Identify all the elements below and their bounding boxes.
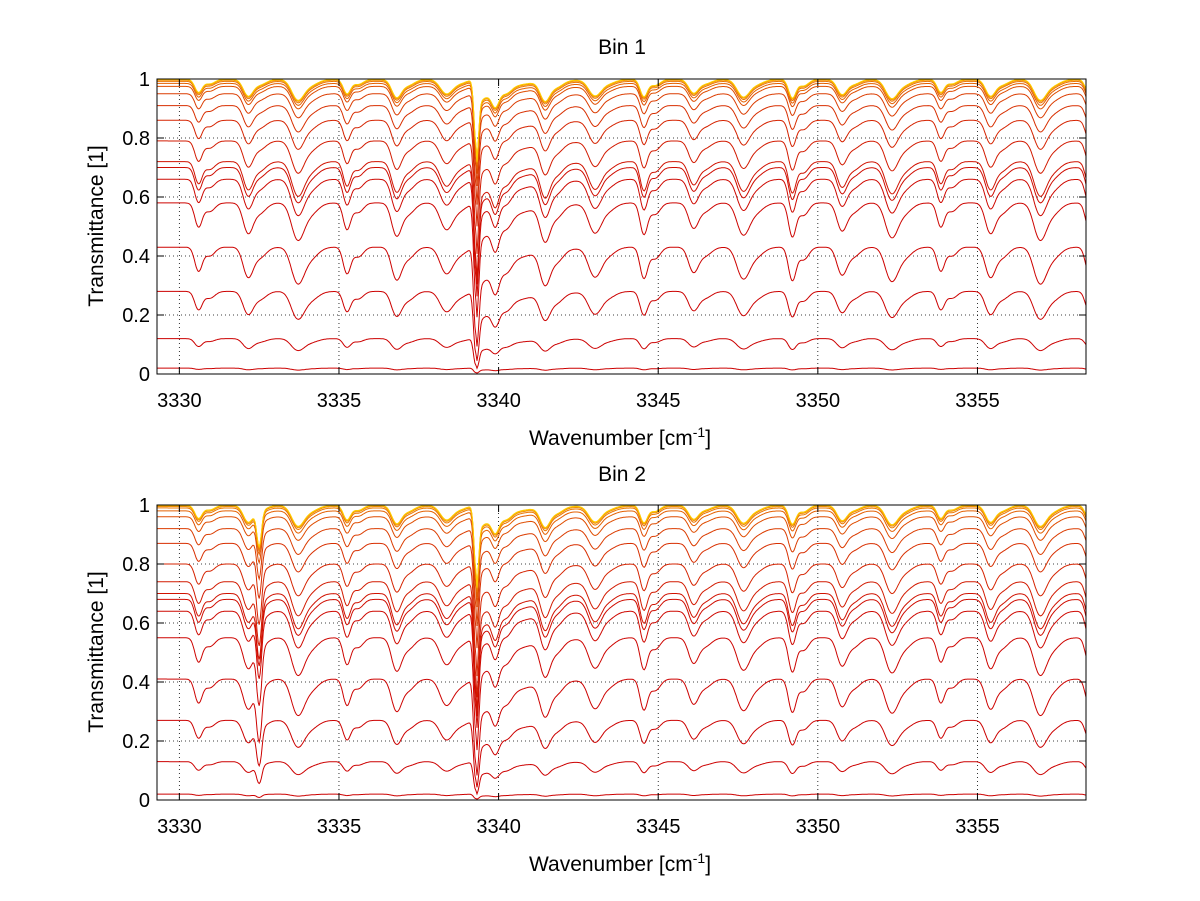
bin-1-ylabel: Transmittance [1] — [85, 145, 108, 306]
series-line — [157, 581, 1087, 698]
x-tick-label: 3340 — [476, 390, 521, 412]
bin-1-series — [157, 78, 1087, 375]
series-line — [157, 119, 1087, 227]
y-tick-label: 0 — [139, 790, 150, 812]
y-tick-label: 0 — [139, 364, 150, 386]
bin-2-axes-box — [156, 504, 1087, 801]
x-tick-label: 3335 — [317, 390, 362, 412]
bin-2-title: Bin 2 — [598, 463, 646, 486]
bin-2-ticks: 3330 3335 3340 3345 3350 3355 0 0.2 0.4 0.6 0.8 1 — [122, 495, 1086, 838]
bin-1-xlabel: Wavenumber [cm-1] — [529, 424, 711, 450]
bin-1-title: Bin 1 — [598, 36, 646, 59]
y-tick-label: 1 — [139, 69, 150, 91]
series-line — [157, 78, 1087, 162]
y-tick-label: 0.4 — [122, 246, 150, 268]
series-line — [157, 563, 1087, 677]
bin-2-ylabel: Transmittance [1] — [85, 571, 108, 732]
y-tick-label: 0.6 — [122, 187, 150, 209]
y-tick-label: 0.8 — [122, 554, 150, 576]
series-line — [157, 593, 1087, 711]
series-line — [157, 290, 1087, 361]
series-line — [157, 82, 1087, 169]
series-line — [157, 93, 1087, 187]
series-line — [157, 105, 1087, 205]
bin-1-subplot: Bin 1 3330 3335 3340 3345 3350 3355 0 0.2 0.4 0.6… — [85, 36, 1087, 450]
series-line — [157, 167, 1087, 285]
y-tick-label: 0.6 — [122, 613, 150, 635]
series-line — [157, 79, 1087, 164]
series-line — [157, 338, 1087, 370]
bin-1-axes-box — [156, 78, 1087, 375]
x-tick-label: 3350 — [796, 816, 841, 838]
x-tick-label: 3350 — [796, 390, 841, 412]
series-line — [157, 246, 1087, 347]
y-tick-label: 1 — [139, 495, 150, 517]
series-line — [157, 178, 1087, 297]
x-tick-label: 3330 — [157, 390, 202, 412]
y-tick-label: 0.2 — [122, 305, 150, 327]
x-tick-label: 3330 — [157, 816, 202, 838]
bin-2-xlabel: Wavenumber [cm-1] — [529, 850, 711, 876]
x-tick-label: 3355 — [955, 816, 1000, 838]
y-tick-label: 0.2 — [122, 731, 150, 753]
series-line — [157, 161, 1087, 279]
x-tick-label: 3345 — [636, 390, 681, 412]
series-line — [157, 510, 1087, 598]
series-line — [157, 528, 1087, 627]
series-line — [157, 80, 1087, 166]
series-line — [157, 516, 1087, 608]
bin-1-ticks: 3330 3335 3340 3345 3350 3355 0 0.2 0.4 0.6 0.8 1 — [122, 69, 1086, 412]
series-line — [157, 202, 1087, 318]
x-tick-label: 3335 — [317, 816, 362, 838]
series-line — [157, 505, 1087, 590]
bin-2-subplot: Bin 2 3330 3335 3340 3345 3350 3355 0 0.2 0.4 0.6… — [85, 463, 1087, 876]
series-line — [157, 637, 1087, 751]
series-line — [157, 719, 1087, 788]
series-line — [157, 542, 1087, 649]
series-line — [157, 85, 1087, 174]
series-line — [157, 793, 1087, 800]
x-tick-label: 3340 — [476, 816, 521, 838]
y-tick-label: 0.8 — [122, 128, 150, 150]
x-tick-label: 3345 — [636, 816, 681, 838]
series-line — [157, 367, 1087, 374]
series-line — [157, 761, 1087, 796]
series-line — [157, 610, 1087, 728]
series-line — [157, 507, 1087, 593]
x-tick-label: 3355 — [955, 390, 1000, 412]
y-tick-label: 0.4 — [122, 672, 150, 694]
series-line — [157, 598, 1087, 717]
series-line — [157, 140, 1087, 254]
series-line — [157, 504, 1087, 588]
series-line — [157, 678, 1087, 776]
